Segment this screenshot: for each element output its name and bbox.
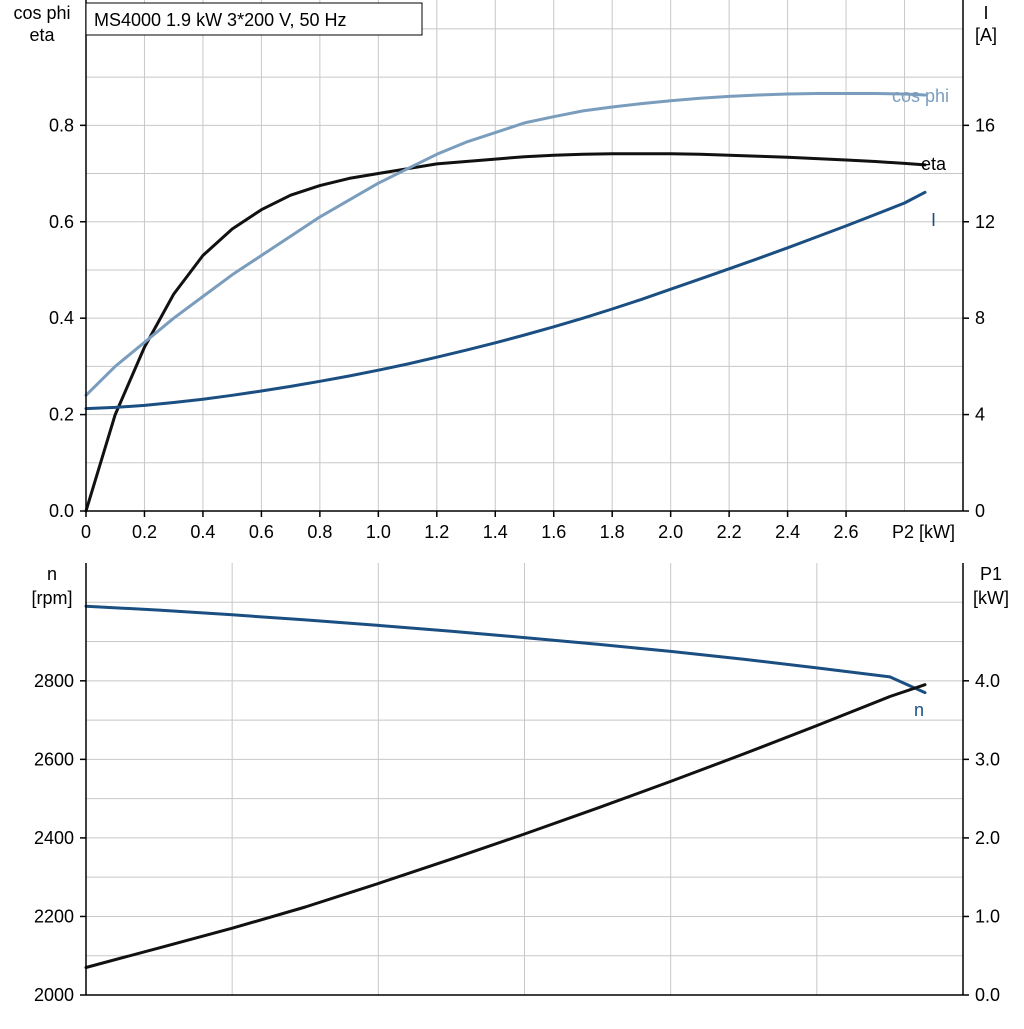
top-x-tick-label: 1.0 (366, 522, 391, 542)
top-grid (86, 0, 963, 511)
top-curves (84, 92, 927, 513)
top-left-tick-label: 0.6 (49, 212, 74, 232)
top-x-tick-label: 2.0 (658, 522, 683, 542)
top-x-tick-label: 1.2 (424, 522, 449, 542)
bottom-grid (86, 563, 963, 995)
top-x-tick-label: 1.6 (541, 522, 566, 542)
top-right-tick-label: 16 (975, 115, 995, 135)
top-series-eta-line (84, 152, 927, 513)
chart-title: MS4000 1.9 kW 3*200 V, 50 Hz (94, 10, 346, 30)
bottom-left-tick-label: 2200 (34, 906, 74, 926)
bottom-series-p1-line (84, 683, 927, 969)
top-panel: 0.0 0.2 0.4 0.6 0.8 0 4 8 12 16 0 0.2 0.4 0.6 0.8 1.0 1.… (13, 0, 997, 542)
top-x-tick-label: 2.6 (834, 522, 859, 542)
top-x-tick-label: 2.2 (717, 522, 742, 542)
bottom-right-tick-label: 1.0 (975, 906, 1000, 926)
top-x-tick-label: 0.6 (249, 522, 274, 542)
x-axis-label: P2 [kW] (892, 522, 955, 542)
top-x-tick-label: 0 (81, 522, 91, 542)
top-right-tick-label: 12 (975, 212, 995, 232)
bottom-series-n-line (84, 604, 927, 695)
right-axis-label-p1: P1 (980, 564, 1002, 584)
bottom-left-tick-label: 2000 (34, 985, 74, 1005)
series-label-eta: eta (921, 154, 947, 174)
bottom-left-tick-label: 2800 (34, 671, 74, 691)
left-axis-label-eta: eta (29, 25, 55, 45)
top-x-tick-label: 0.4 (190, 522, 215, 542)
top-left-tick-label: 0.4 (49, 308, 74, 328)
series-label-speed: n (914, 700, 924, 720)
title-box (85, 2, 423, 36)
top-series-cos-phi-line (84, 92, 927, 397)
top-right-tick-label: 4 (975, 405, 985, 425)
top-left-tick-label: 0.2 (49, 405, 74, 425)
top-x-tick-label: 2.4 (775, 522, 800, 542)
top-x-tick-label: 0.8 (307, 522, 332, 542)
bottom-left-tick-label: 2600 (34, 749, 74, 769)
right-axis-label-current: I (983, 3, 988, 23)
top-left-tick-label: 0.8 (49, 115, 74, 135)
top-series-i-line (84, 190, 927, 411)
left-axis-unit-speed: [rpm] (31, 588, 72, 608)
right-axis-unit-p1: [kW] (973, 588, 1009, 608)
top-right-tick-label: 0 (975, 501, 985, 521)
left-axis-label-cosphi: cos phi (13, 3, 70, 23)
left-axis-label-speed: n (47, 564, 57, 584)
bottom-tick-labels: 2000 2200 2400 2600 2800 0.0 1.0 2.0 3.0 4.0 (34, 671, 1000, 1005)
top-right-tick-label: 8 (975, 308, 985, 328)
top-x-tick-label: 1.8 (600, 522, 625, 542)
top-axes (85, 0, 964, 512)
bottom-right-tick-label: 2.0 (975, 828, 1000, 848)
bottom-right-tick-label: 0.0 (975, 985, 1000, 1005)
top-tick-labels: 0.0 0.2 0.4 0.6 0.8 0 4 8 12 16 0 0.2 0.4 0.6 0.8 1.0 1.… (49, 115, 995, 542)
top-left-tick-label: 0.0 (49, 501, 74, 521)
right-axis-unit-current: [A] (975, 25, 997, 45)
bottom-right-tick-label: 3.0 (975, 749, 1000, 769)
series-label-current: I (931, 210, 936, 230)
bottom-curves (84, 604, 927, 969)
series-label-cosphi: cos phi (892, 86, 949, 106)
bottom-right-tick-label: 4.0 (975, 671, 1000, 691)
top-x-tick-label: 1.4 (483, 522, 508, 542)
bottom-panel: 2000 2200 2400 2600 2800 0.0 1.0 2.0 3.0 4.0 n [r… (31, 563, 1009, 1005)
bottom-left-tick-label: 2400 (34, 828, 74, 848)
top-x-tick-label: 0.2 (132, 522, 157, 542)
bottom-axes (85, 563, 964, 996)
